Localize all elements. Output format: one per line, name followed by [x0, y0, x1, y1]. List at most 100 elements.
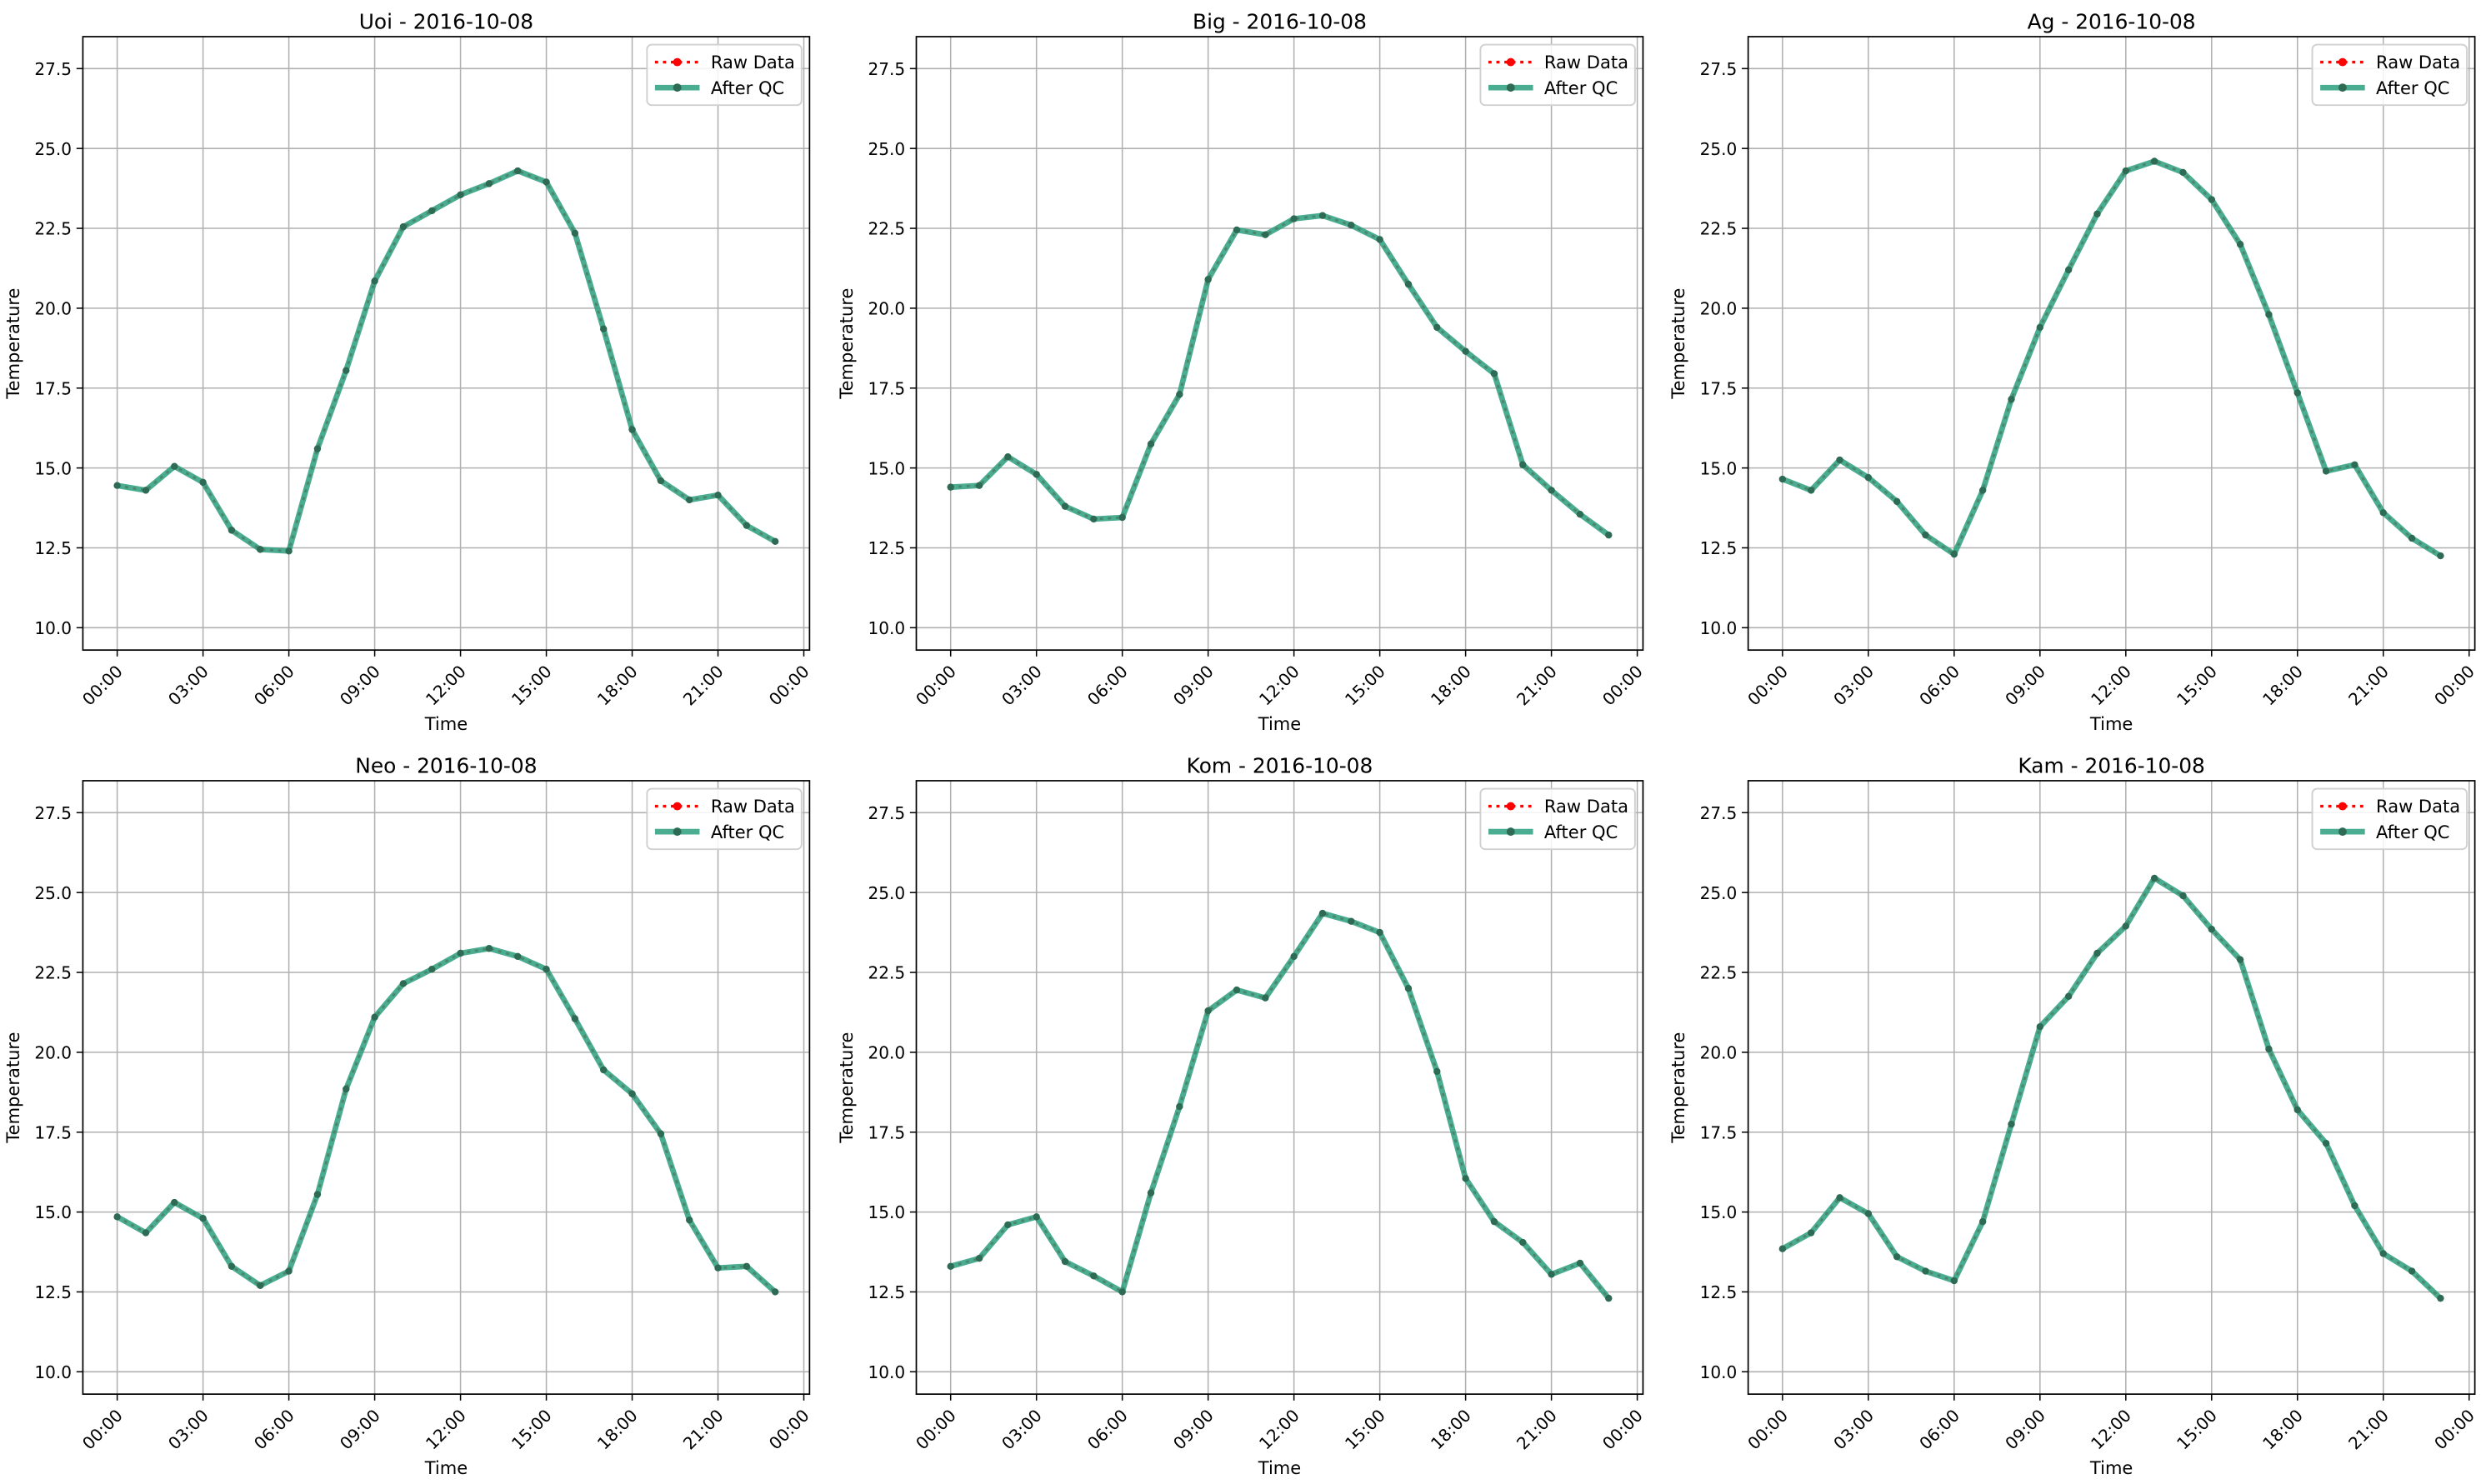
y-tick-label: 27.5	[34, 803, 72, 823]
legend-raw-label: Raw Data	[2376, 52, 2460, 72]
data-point	[457, 949, 464, 957]
data-point	[2236, 956, 2244, 963]
legend-qc-label: After QC	[1544, 822, 1618, 842]
data-point	[2437, 1294, 2444, 1302]
axes-frame	[82, 36, 811, 652]
y-tick-label: 22.5	[1700, 219, 1738, 239]
x-tick-label: 12:00	[1255, 1405, 1303, 1453]
y-axis-label: Temperature	[3, 288, 23, 400]
data-point	[1376, 928, 1383, 937]
x-tick-label: 00:00	[2430, 662, 2478, 710]
data-point	[771, 537, 779, 546]
x-axis-label: Time	[1258, 713, 1301, 734]
data-point	[1922, 1267, 1929, 1275]
data-point	[628, 426, 636, 433]
data-point	[1433, 1067, 1441, 1076]
x-tick-label: 00:00	[912, 1405, 960, 1453]
y-tick-label: 20.0	[868, 299, 905, 319]
y-tick-label: 20.0	[34, 1043, 72, 1063]
legend-raw-marker	[2338, 802, 2347, 811]
data-point	[1233, 226, 1241, 234]
x-tick-label: 06:00	[1083, 1405, 1132, 1453]
data-point	[1922, 531, 1929, 539]
data-point	[371, 277, 378, 285]
y-tick-label: 25.0	[34, 139, 72, 159]
y-axis-label: Temperature	[836, 1032, 857, 1143]
data-point	[1836, 456, 1843, 464]
legend-qc-marker	[673, 83, 682, 92]
data-point	[1836, 1194, 1843, 1202]
legend-qc-marker	[1506, 83, 1515, 92]
data-point	[1404, 280, 1413, 288]
data-point	[1204, 1007, 1212, 1015]
x-tick-label: 21:00	[2344, 1405, 2393, 1453]
legend-raw-marker	[673, 57, 682, 67]
data-point	[1548, 487, 1555, 494]
y-tick-label: 10.0	[868, 1362, 905, 1382]
data-point	[285, 547, 293, 555]
subplot-ag: 10.0 12.5 15.0 17.5 20.0 22.5 25.0 27.5 00:00 03:…	[1668, 9, 2478, 733]
data-point	[1807, 1229, 1815, 1237]
y-tick-label: 17.5	[868, 378, 905, 398]
legend-qc-marker	[673, 827, 682, 837]
data-point	[171, 462, 178, 470]
data-point	[1147, 440, 1155, 448]
x-tick-label: 00:00	[1598, 662, 1647, 710]
data-point	[171, 1198, 178, 1207]
legend-raw-marker	[673, 802, 682, 811]
y-tick-label: 10.0	[868, 618, 905, 638]
legend: Raw Data After QC	[1479, 787, 1636, 851]
y-tick-label: 17.5	[34, 378, 72, 398]
subplot-title: Big - 2016-10-08	[1193, 9, 1367, 33]
x-tick-label: 12:00	[422, 1405, 470, 1453]
data-point	[1118, 1288, 1126, 1296]
y-tick-label: 12.5	[1700, 538, 1738, 558]
y-tick-label: 15.0	[1700, 1202, 1738, 1222]
data-point	[428, 207, 436, 215]
data-point	[1605, 1294, 1613, 1302]
x-tick-label: 15:00	[1341, 1405, 1389, 1453]
x-tick-label: 21:00	[2344, 662, 2393, 710]
axes-frame	[82, 780, 811, 1396]
x-tick-label: 03:00	[1829, 1405, 1878, 1453]
data-point	[113, 1213, 121, 1221]
data-point	[743, 1262, 751, 1270]
legend: Raw Data After QC	[1479, 43, 1636, 107]
y-axis-label: Temperature	[836, 288, 857, 400]
data-point	[2179, 892, 2187, 900]
data-point	[2379, 1250, 2387, 1257]
subplot-big: 10.0 12.5 15.0 17.5 20.0 22.5 25.0 27.5 00:00 03:…	[836, 9, 1647, 733]
y-tick-label: 15.0	[34, 458, 72, 478]
data-point	[2408, 534, 2416, 542]
x-tick-label: 00:00	[1743, 662, 1792, 710]
legend-raw-label: Raw Data	[711, 52, 795, 72]
data-point	[975, 1254, 983, 1262]
x-axis-label: Time	[1258, 1457, 1301, 1478]
x-tick-label: 18:00	[593, 662, 642, 710]
data-point	[257, 546, 264, 553]
data-point	[1893, 1253, 1901, 1261]
data-point	[1118, 513, 1126, 522]
x-tick-label: 03:00	[998, 1405, 1046, 1453]
axes-frame	[1747, 780, 2476, 1396]
data-point	[947, 483, 954, 491]
y-tick-label: 25.0	[34, 883, 72, 903]
axes-frame	[915, 36, 1644, 652]
legend-raw-label: Raw Data	[2376, 796, 2460, 817]
y-tick-label: 27.5	[1700, 59, 1738, 79]
legend: Raw Data After QC	[646, 787, 803, 851]
y-tick-label: 22.5	[34, 219, 72, 239]
y-tick-label: 12.5	[868, 538, 905, 558]
data-point	[2408, 1267, 2416, 1275]
data-point	[1864, 1210, 1873, 1217]
data-point	[2008, 1120, 2015, 1128]
data-point	[2437, 552, 2444, 560]
x-tick-label: 21:00	[679, 1405, 728, 1453]
x-tick-label: 03:00	[164, 1405, 213, 1453]
data-point	[2036, 323, 2044, 332]
data-point	[2265, 1045, 2273, 1053]
x-tick-label: 18:00	[2258, 1405, 2307, 1453]
x-tick-label: 00:00	[78, 662, 127, 710]
data-point	[399, 980, 408, 987]
y-tick-label: 20.0	[34, 299, 72, 319]
